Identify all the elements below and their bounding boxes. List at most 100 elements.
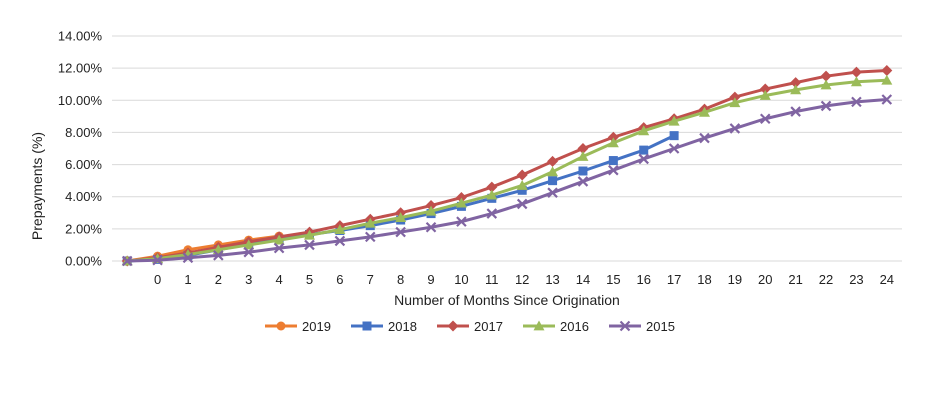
data-point-marker [362,321,372,331]
data-point-marker [516,169,528,181]
data-point-marker [533,320,545,331]
data-point-marker [850,66,862,78]
x-tick-label: 5 [306,272,313,287]
x-tick-label: 11 [485,272,499,287]
legend-item-2016: 2016 [523,319,589,334]
data-point-marker [668,143,680,154]
data-point-marker [273,234,285,245]
data-point-marker [304,239,315,251]
data-point-marker [516,179,528,190]
x-tick-label: 0 [154,272,161,287]
x-tick-label: 12 [515,272,529,287]
y-tick-label: 2.00% [65,221,102,236]
legend-label: 2015 [646,319,675,334]
series-2017 [121,65,893,267]
x-tick-label: 24 [880,272,894,287]
data-point-marker [273,242,285,254]
data-point-marker [820,100,832,112]
data-point-marker [881,74,893,85]
series-2016 [121,74,893,266]
legend: 2019 2018 2017 2016 2015 [265,319,675,334]
data-point-marker [729,123,741,134]
x-tick-label: 19 [728,272,742,287]
legend-label: 2019 [302,319,331,334]
data-point-marker [364,217,376,228]
data-point-marker [456,216,467,227]
x-tick-label: 6 [336,272,343,287]
data-point-marker [608,156,618,166]
data-point-marker [790,84,802,95]
data-point-marker [548,176,558,186]
data-point-marker [577,151,589,161]
data-point-marker [699,106,710,117]
y-axis-label: Prepayments (%) [29,132,45,240]
data-point-marker [881,94,893,105]
data-point-marker [486,189,498,200]
data-point-marker [729,91,741,103]
y-tick-label: 12.00% [58,61,103,76]
data-point-marker [425,221,437,233]
data-point-marker [547,166,559,177]
data-point-marker [851,96,862,108]
data-point-marker [121,255,133,267]
gridlines [112,35,902,262]
legend-item-2019: 2019 [265,319,331,334]
data-point-marker [577,143,589,154]
x-tick-label: 20 [758,272,772,287]
data-point-marker [578,166,588,176]
data-point-marker [759,83,771,95]
series-2015 [121,94,893,267]
x-tick-label: 7 [367,272,374,287]
data-point-marker [455,197,467,208]
data-point-marker [729,97,741,108]
x-tick-label: 14 [576,272,590,287]
data-point-marker [304,229,315,240]
data-point-marker [455,192,467,204]
x-tick-label: 15 [606,272,620,287]
y-tick-label: 0.00% [65,254,102,269]
data-point-marker [243,246,255,258]
data-point-marker [517,185,527,195]
series-line [125,69,889,263]
data-point-marker [790,106,801,117]
data-point-marker [577,176,589,187]
x-tick-label: 1 [184,272,191,287]
data-point-marker [638,125,650,136]
data-point-marker [607,131,619,143]
series-line [125,134,676,263]
x-tick-label: 21 [788,272,802,287]
data-point-marker [243,239,255,250]
series-lines [121,65,893,267]
data-point-marker [619,320,631,332]
data-point-marker [850,76,862,87]
data-point-marker [152,254,163,266]
data-point-marker [759,89,771,100]
data-point-marker [425,200,437,212]
x-tick-label: 23 [849,272,863,287]
y-tick-label: 6.00% [65,157,102,172]
data-point-marker [639,145,649,155]
x-tick-label: 4 [275,272,282,287]
legend-item-2015: 2015 [609,319,675,334]
data-point-marker [395,226,406,238]
data-point-marker [364,231,376,243]
x-tick-label: 3 [245,272,252,287]
data-point-marker [276,321,286,331]
y-tick-label: 8.00% [65,125,102,140]
x-tick-label: 9 [427,272,434,287]
x-axis-label: Number of Months Since Origination [394,292,620,308]
y-tick-label: 4.00% [65,189,102,204]
data-point-marker [790,77,802,89]
data-point-marker [425,205,437,216]
x-tick-label: 17 [667,272,681,287]
y-tick-label: 10.00% [58,93,103,108]
x-tick-label: 8 [397,272,404,287]
legend-label: 2017 [474,319,503,334]
data-point-marker [759,113,771,125]
y-axis-tick-labels: 0.00% 2.00% 4.00% 6.00% 8.00% 10.00% 12.00% 14.… [58,29,103,269]
data-point-marker [820,79,832,90]
x-tick-label: 16 [636,272,650,287]
data-point-marker [447,320,459,332]
